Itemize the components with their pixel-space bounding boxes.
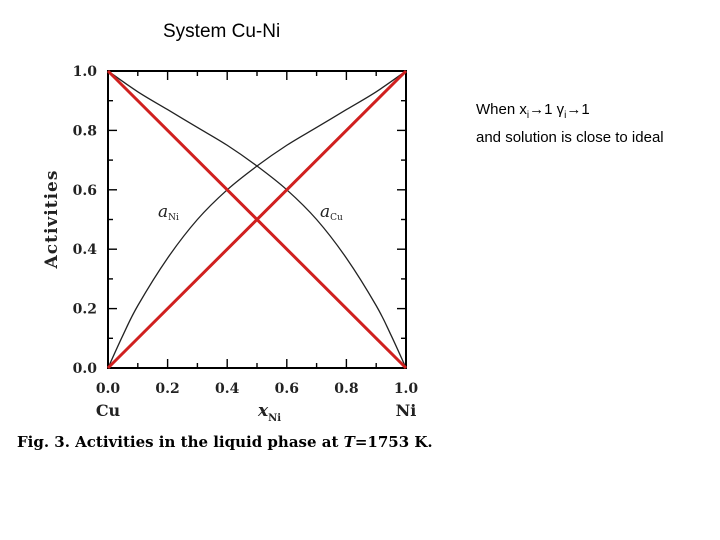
x-tick-label: 0.4: [215, 381, 240, 397]
figure-caption: Fig. 3. Activities in the liquid phase a…: [17, 433, 433, 451]
x-tick-label: 0.2: [155, 381, 179, 397]
x-tick-label: 1.0: [394, 381, 419, 397]
x-end-label-cu: Cu: [96, 401, 121, 420]
x-tick-label: 0.0: [96, 381, 121, 397]
note-line-2: and solution is close to ideal: [476, 129, 664, 146]
series-label-a_Ni: aNi: [158, 202, 179, 223]
note-text: When xi→1 γi→1 and solution is close to …: [476, 99, 664, 149]
x-tick-label: 0.6: [275, 381, 299, 397]
series-label-a_Cu: aCu: [320, 202, 343, 223]
y-axis-label: Activities: [42, 170, 62, 270]
slide-title: System Cu-Ni: [163, 21, 281, 42]
ideal-line-2: [106, 69, 408, 370]
y-tick-label: 0.4: [73, 242, 98, 258]
series-line-a_Cu: [107, 70, 407, 369]
note-line-1: When xi→1 γi→1: [476, 101, 590, 121]
y-tick-label: 0.8: [73, 123, 97, 139]
x-end-label-ni: Ni: [396, 401, 417, 420]
y-tick-label: 0.0: [73, 361, 98, 377]
x-tick-label: 0.8: [334, 381, 358, 397]
y-tick-label: 1.0: [73, 64, 98, 80]
arrow-icon: →: [529, 101, 545, 118]
y-tick-label: 0.6: [73, 183, 97, 199]
arrow-icon: →: [566, 101, 582, 118]
x-axis-label: xNi: [257, 401, 281, 424]
y-tick-label: 0.2: [73, 302, 97, 318]
series-line-a_Ni: [107, 70, 407, 369]
